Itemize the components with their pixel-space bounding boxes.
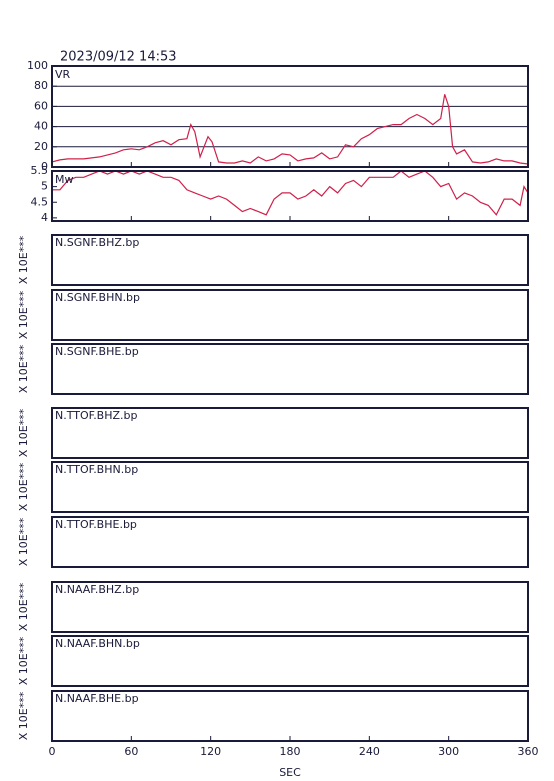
- y-tick-label: 100: [27, 59, 48, 72]
- x-tick-label: 120: [200, 745, 221, 758]
- y-tick-label: 5.5: [31, 164, 49, 177]
- y-tick-label: 60: [34, 99, 48, 112]
- y-tick-label: 5: [41, 180, 48, 193]
- trace-label: N.NAAF.BHE.bp: [55, 692, 139, 705]
- trace-label: N.NAAF.BHZ.bp: [55, 583, 139, 596]
- trace-label: N.SGNF.BHZ.bp: [55, 236, 139, 249]
- scale-label: X 10E***: [17, 691, 30, 740]
- x-tick-label: 300: [438, 745, 459, 758]
- panel-label: Mw: [55, 173, 74, 186]
- trace-label: N.SGNF.BHN.bp: [55, 291, 140, 304]
- scale-label: X 10E***: [17, 462, 30, 511]
- x-tick-label: 0: [49, 745, 56, 758]
- panel-frame: [51, 65, 529, 168]
- scale-label: X 10E***: [17, 636, 30, 685]
- y-tick-label: 4: [41, 211, 48, 224]
- trace-panel: [51, 461, 529, 513]
- trace-panel: [51, 516, 529, 568]
- trace-panel: [51, 581, 529, 633]
- trace-label: N.TTOF.BHE.bp: [55, 518, 137, 531]
- scale-label: X 10E***: [17, 582, 30, 631]
- panel-frame: [51, 170, 529, 222]
- y-tick-label: 0: [41, 160, 48, 173]
- trace-label: N.TTOF.BHZ.bp: [55, 409, 138, 422]
- trace-label: N.TTOF.BHN.bp: [55, 463, 138, 476]
- trace-panel: [51, 234, 529, 286]
- scale-label: X 10E***: [17, 408, 30, 457]
- y-tick-label: 40: [34, 120, 48, 133]
- trace-panel: [51, 407, 529, 459]
- x-axis-label: SEC: [279, 766, 301, 779]
- data-line: [51, 94, 529, 165]
- x-tick-label: 60: [124, 745, 138, 758]
- timestamp: 2023/09/12 14:53: [60, 50, 177, 65]
- data-line: [52, 170, 529, 216]
- panel-label: VR: [55, 68, 71, 81]
- x-tick-label: 240: [359, 745, 380, 758]
- y-tick-label: 20: [34, 140, 48, 153]
- trace-panel: [51, 289, 529, 341]
- x-tick-label: 360: [518, 745, 539, 758]
- y-tick-label: 80: [34, 79, 48, 92]
- scale-label: X 10E***: [17, 235, 30, 284]
- scale-label: X 10E***: [17, 290, 30, 339]
- trace-label: N.NAAF.BHN.bp: [55, 637, 140, 650]
- trace-label: N.SGNF.BHE.bp: [55, 345, 139, 358]
- scale-label: X 10E***: [17, 517, 30, 566]
- x-tick-label: 180: [280, 745, 301, 758]
- trace-panel: [51, 635, 529, 687]
- scale-label: X 10E***: [17, 344, 30, 393]
- y-tick-label: 4.5: [31, 195, 49, 208]
- trace-panel: [51, 343, 529, 395]
